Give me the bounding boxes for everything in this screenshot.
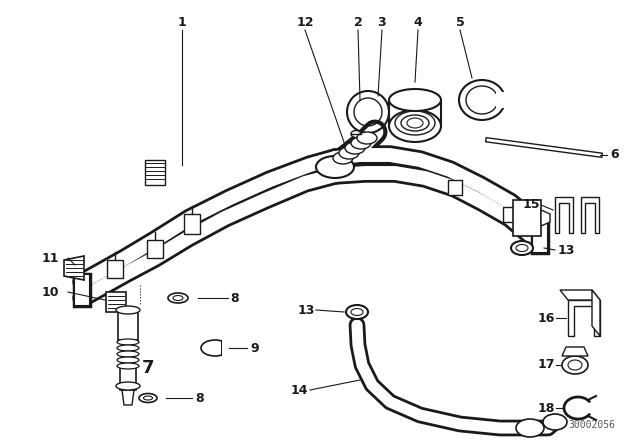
Bar [513,200,541,236]
Polygon shape [568,300,600,336]
Bar [184,214,200,234]
Polygon shape [581,197,599,233]
Bar [221,340,222,356]
Text: 13: 13 [558,244,575,257]
Ellipse shape [511,241,533,255]
Text: 13: 13 [298,303,315,316]
Ellipse shape [143,396,152,400]
Ellipse shape [168,293,188,303]
Ellipse shape [351,130,361,138]
Text: 10: 10 [42,285,60,298]
Text: 7: 7 [141,359,154,377]
Text: 6: 6 [610,148,619,161]
Text: 16: 16 [538,311,555,324]
Ellipse shape [117,351,139,357]
Ellipse shape [117,357,139,363]
Ellipse shape [117,339,139,345]
Text: 9: 9 [250,341,259,354]
Bar [107,260,123,278]
Text: 14: 14 [291,383,308,396]
Bar [147,240,163,258]
Ellipse shape [459,80,505,120]
Ellipse shape [516,419,544,437]
Text: 1: 1 [178,16,186,29]
Text: 18: 18 [538,401,555,414]
Polygon shape [541,210,550,226]
Bar [448,180,462,195]
Bar [389,100,441,126]
Bar [496,92,508,108]
Ellipse shape [339,147,359,159]
Ellipse shape [351,137,371,149]
Bar [503,207,517,222]
Text: 12: 12 [296,16,314,29]
Text: 11: 11 [42,251,60,264]
Polygon shape [560,290,600,300]
Text: 5: 5 [456,16,465,29]
Bar [145,160,165,185]
Bar [118,312,138,340]
Ellipse shape [139,393,157,402]
Text: 8: 8 [230,292,239,305]
Ellipse shape [345,142,365,154]
Bar [221,340,237,356]
Text: 8: 8 [195,392,204,405]
Ellipse shape [357,132,377,144]
Polygon shape [64,256,84,280]
Polygon shape [562,347,588,356]
Ellipse shape [389,110,441,142]
Polygon shape [592,290,600,336]
Ellipse shape [201,340,229,356]
Ellipse shape [173,296,183,301]
Text: 3: 3 [378,16,387,29]
Polygon shape [555,197,573,233]
Text: 4: 4 [413,16,422,29]
Ellipse shape [116,382,140,390]
Text: 2: 2 [354,16,362,29]
Ellipse shape [316,156,354,178]
Polygon shape [122,390,134,405]
Ellipse shape [333,152,353,164]
Ellipse shape [117,345,139,351]
Ellipse shape [389,89,441,111]
Ellipse shape [562,356,588,374]
Ellipse shape [116,306,140,314]
Ellipse shape [117,363,139,369]
Text: 15: 15 [522,198,540,211]
Ellipse shape [466,86,498,114]
Bar [120,368,136,390]
Ellipse shape [543,414,567,430]
Text: 30002056: 30002056 [568,420,615,430]
Text: 17: 17 [538,358,555,371]
Ellipse shape [346,305,368,319]
Polygon shape [106,292,126,312]
